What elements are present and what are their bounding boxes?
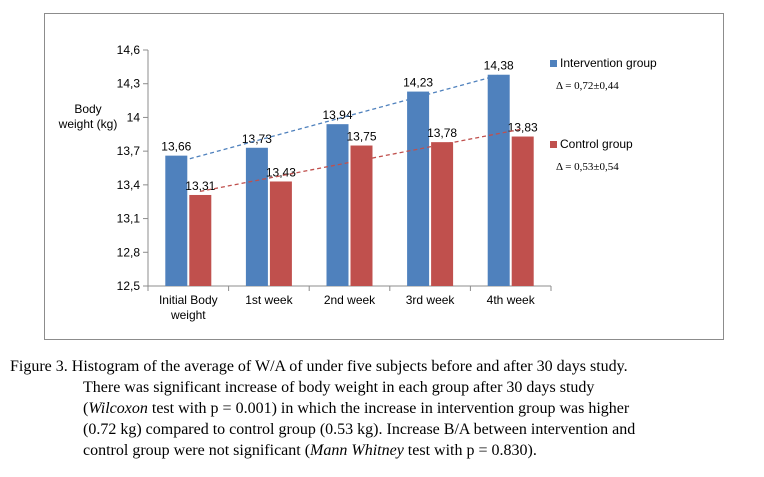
- data-label: 13,94: [322, 108, 352, 122]
- y-axis-label: weight (kg): [58, 117, 118, 131]
- legend-swatch: [550, 141, 557, 148]
- legend-delta: Δ = 0,53±0,54: [556, 161, 619, 173]
- bar-intervention: [487, 74, 510, 286]
- bar-intervention: [326, 124, 349, 287]
- bar-control: [431, 142, 454, 286]
- y-tick-label: 13,7: [117, 144, 141, 158]
- x-tick-label: 1st week: [245, 293, 293, 307]
- bar-control: [511, 136, 534, 286]
- caption-line: There was significant increase of body w…: [10, 377, 760, 398]
- data-label: 13,66: [161, 140, 191, 154]
- y-axis-label: Body: [74, 102, 101, 116]
- bar-control: [189, 194, 212, 286]
- y-tick-label: 14: [127, 110, 141, 124]
- x-tick-label: 4th week: [487, 293, 536, 307]
- caption-text: (: [83, 400, 89, 417]
- chart-area: 12,5 12,8 13,1 13,4 13,7 14 14,3 14,6 Body weight…: [44, 13, 724, 340]
- caption-line: Figure 3. Histogram of the average of W/…: [10, 356, 760, 377]
- trendline-control: [200, 128, 523, 193]
- legend-entry: Intervention group: [560, 56, 657, 70]
- caption-italic-text: Mann Whitney: [310, 442, 404, 459]
- y-tick-label: 12,5: [117, 279, 141, 293]
- bar-intervention: [407, 91, 430, 286]
- data-label: 13,75: [346, 130, 376, 144]
- caption-line: (Wilcoxon test with p = 0.001) in which …: [10, 398, 760, 419]
- bar-control: [269, 181, 292, 286]
- caption-italic-text: Wilcoxon: [88, 400, 148, 417]
- caption-line: control group were not significant (Mann…: [10, 440, 760, 461]
- y-tick-label: 13,4: [117, 178, 141, 192]
- y-tick-label: 13,1: [117, 212, 141, 226]
- caption-line: (0.72 kg) compared to control group (0.5…: [10, 419, 760, 440]
- x-tick-label: Initial Body: [159, 293, 218, 307]
- x-tick-label: 2nd week: [324, 293, 376, 307]
- caption-text: There was significant increase of body w…: [83, 379, 595, 396]
- legend-entry: Control group: [560, 137, 633, 151]
- bar-intervention: [245, 147, 268, 286]
- data-label: 13,43: [266, 165, 296, 179]
- bar-intervention: [165, 155, 188, 286]
- data-label: 13,83: [508, 121, 538, 135]
- y-tick-label: 14,3: [117, 77, 141, 91]
- figure-caption: Figure 3. Histogram of the average of W/…: [10, 356, 760, 461]
- legend-delta: Δ = 0,72±0,44: [556, 80, 619, 92]
- data-label: 14,38: [484, 59, 514, 73]
- bar-chart: 12,512,813,113,413,71414,314,6Bodyweight…: [58, 43, 657, 322]
- data-label: 13,78: [427, 126, 457, 140]
- caption-text: control group were not significant (: [83, 442, 311, 459]
- legend-swatch: [550, 60, 557, 67]
- caption-text: (0.72 kg) compared to control group (0.5…: [83, 421, 636, 438]
- y-tick-label: 12,8: [117, 245, 141, 259]
- caption-text: test with p = 0.001) in which the increa…: [147, 400, 630, 417]
- caption-text: test with p = 0.830).: [403, 442, 537, 459]
- data-label: 13,73: [242, 132, 272, 146]
- data-label: 14,23: [403, 76, 433, 90]
- caption-text: Figure 3. Histogram of the average of W/…: [10, 358, 628, 375]
- x-tick-label: 3rd week: [406, 293, 456, 307]
- bar-control: [350, 145, 373, 286]
- y-tick-label: 14,6: [117, 43, 141, 57]
- x-tick-label: weight: [170, 308, 206, 322]
